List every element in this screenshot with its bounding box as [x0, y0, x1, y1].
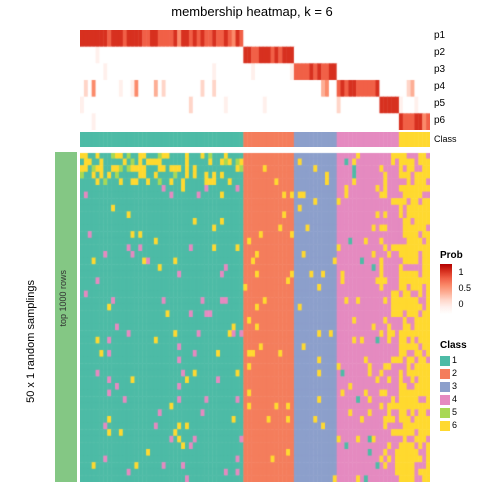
- class-legend-item-5: 5: [440, 406, 500, 419]
- prob-tick-0: 0: [458, 296, 471, 312]
- p-label-5: p5: [434, 98, 445, 109]
- p-label-1: p1: [434, 30, 445, 41]
- p-label-6: p6: [434, 115, 445, 126]
- class-legend-item-1: 1: [440, 354, 500, 367]
- prob-gradient: [440, 264, 452, 314]
- chart-title: membership heatmap, k = 6: [0, 4, 504, 19]
- prob-tick-05: 0.5: [458, 280, 471, 296]
- prob-legend: Prob 1 0.5 0: [440, 250, 500, 314]
- prob-tick-1: 1: [458, 264, 471, 280]
- left-label-inner: top 1000 rows: [58, 270, 68, 327]
- p-label-2: p2: [434, 47, 445, 58]
- class-legend-item-6: 6: [440, 419, 500, 432]
- p-label-4: p4: [434, 81, 445, 92]
- class-legend-item-3: 3: [440, 380, 500, 393]
- probability-heatmap: [80, 30, 430, 130]
- class-legend-item-4: 4: [440, 393, 500, 406]
- class-strip: [80, 132, 430, 147]
- main-heatmap: [80, 152, 430, 482]
- class-legend-item-2: 2: [440, 367, 500, 380]
- class-legend-title: Class: [440, 340, 500, 351]
- class-strip-label: Class: [434, 134, 457, 144]
- class-legend: Class 123456: [440, 340, 500, 432]
- left-label-outer: 50 x 1 random samplings: [25, 280, 37, 403]
- prob-ticks: 1 0.5 0: [458, 264, 471, 312]
- p-label-3: p3: [434, 64, 445, 75]
- prob-legend-title: Prob: [440, 250, 500, 261]
